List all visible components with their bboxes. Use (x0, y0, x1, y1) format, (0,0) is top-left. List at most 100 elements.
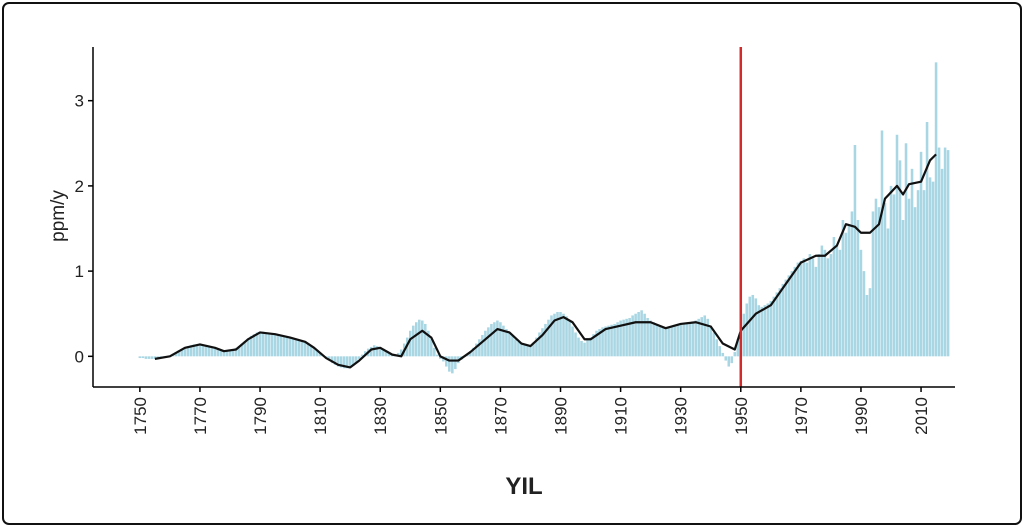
bar (853, 144, 857, 357)
bar (520, 343, 523, 357)
bar (619, 320, 622, 357)
bar (249, 335, 253, 357)
bar (736, 339, 740, 357)
bar (312, 347, 316, 357)
bar (285, 336, 289, 357)
bar (357, 356, 361, 359)
bar (721, 352, 725, 357)
x-tick-label: 1870 (491, 397, 510, 435)
bar (207, 346, 211, 357)
bar (430, 339, 433, 357)
y-tick-label: 1 (75, 262, 84, 281)
bar (793, 266, 797, 357)
bar (487, 327, 490, 357)
bar (378, 346, 382, 357)
bar (898, 160, 902, 357)
bar (303, 342, 307, 357)
x-tick-label: 1970 (792, 397, 811, 435)
bar (613, 323, 616, 357)
bar (532, 342, 535, 357)
bar (808, 254, 812, 357)
bar (502, 325, 505, 357)
x-tick-label: 1930 (672, 397, 691, 435)
bar (448, 356, 451, 372)
bar (763, 305, 767, 357)
bar (814, 266, 818, 357)
bar (153, 356, 157, 359)
bar (493, 322, 496, 357)
bar (240, 343, 244, 357)
bar (790, 271, 794, 357)
bar (649, 320, 652, 357)
bar (150, 356, 154, 359)
bar (541, 328, 544, 357)
bar (300, 340, 304, 357)
bar (628, 317, 631, 357)
bar (421, 320, 424, 357)
bar (535, 337, 538, 357)
bar (919, 151, 923, 357)
bar (387, 353, 391, 357)
bar (219, 350, 223, 357)
bar (439, 356, 442, 359)
bar (886, 228, 890, 357)
bar (189, 345, 193, 357)
bar (141, 356, 145, 359)
x-tick-label: 1770 (191, 397, 210, 435)
bar (655, 323, 658, 357)
bar (291, 338, 295, 357)
bar (496, 320, 499, 357)
bar (595, 330, 598, 357)
bar (517, 341, 520, 357)
bar (264, 332, 268, 357)
bar (622, 319, 625, 357)
bar (823, 249, 827, 357)
x-tick-label: 1750 (131, 397, 150, 435)
bar (571, 326, 574, 357)
bar (562, 313, 565, 357)
bar (703, 315, 706, 357)
bar (943, 147, 947, 357)
bar (228, 350, 232, 357)
bar (847, 224, 851, 357)
bar (601, 327, 604, 357)
bar (724, 356, 728, 361)
bar (637, 312, 640, 357)
bar (928, 177, 932, 357)
bar (706, 318, 710, 357)
bar (351, 356, 355, 366)
bar (279, 335, 283, 357)
bar (760, 306, 764, 357)
bar (348, 356, 352, 368)
bar (643, 313, 646, 357)
bar (811, 258, 815, 357)
x-tick-label: 1890 (552, 397, 571, 435)
bar (805, 262, 809, 357)
bar (315, 350, 319, 357)
bar (781, 283, 785, 357)
bar (568, 320, 571, 357)
bar (676, 323, 679, 357)
y-tick-label: 0 (75, 347, 84, 366)
bar (418, 319, 421, 357)
bar (511, 335, 514, 357)
bar (490, 323, 493, 357)
bar (270, 333, 274, 357)
bar (835, 245, 839, 357)
bar (850, 211, 854, 357)
bar (469, 351, 472, 357)
bar (360, 354, 364, 357)
bar (261, 331, 265, 357)
bar (778, 288, 782, 357)
bar (802, 258, 806, 357)
bar (670, 326, 673, 357)
bar (409, 330, 412, 357)
bar (841, 219, 845, 357)
bar (556, 312, 559, 357)
bar (216, 349, 220, 357)
x-tick-label: 2010 (912, 397, 931, 435)
bar (916, 190, 920, 357)
bar (180, 348, 184, 357)
bar (799, 260, 803, 357)
